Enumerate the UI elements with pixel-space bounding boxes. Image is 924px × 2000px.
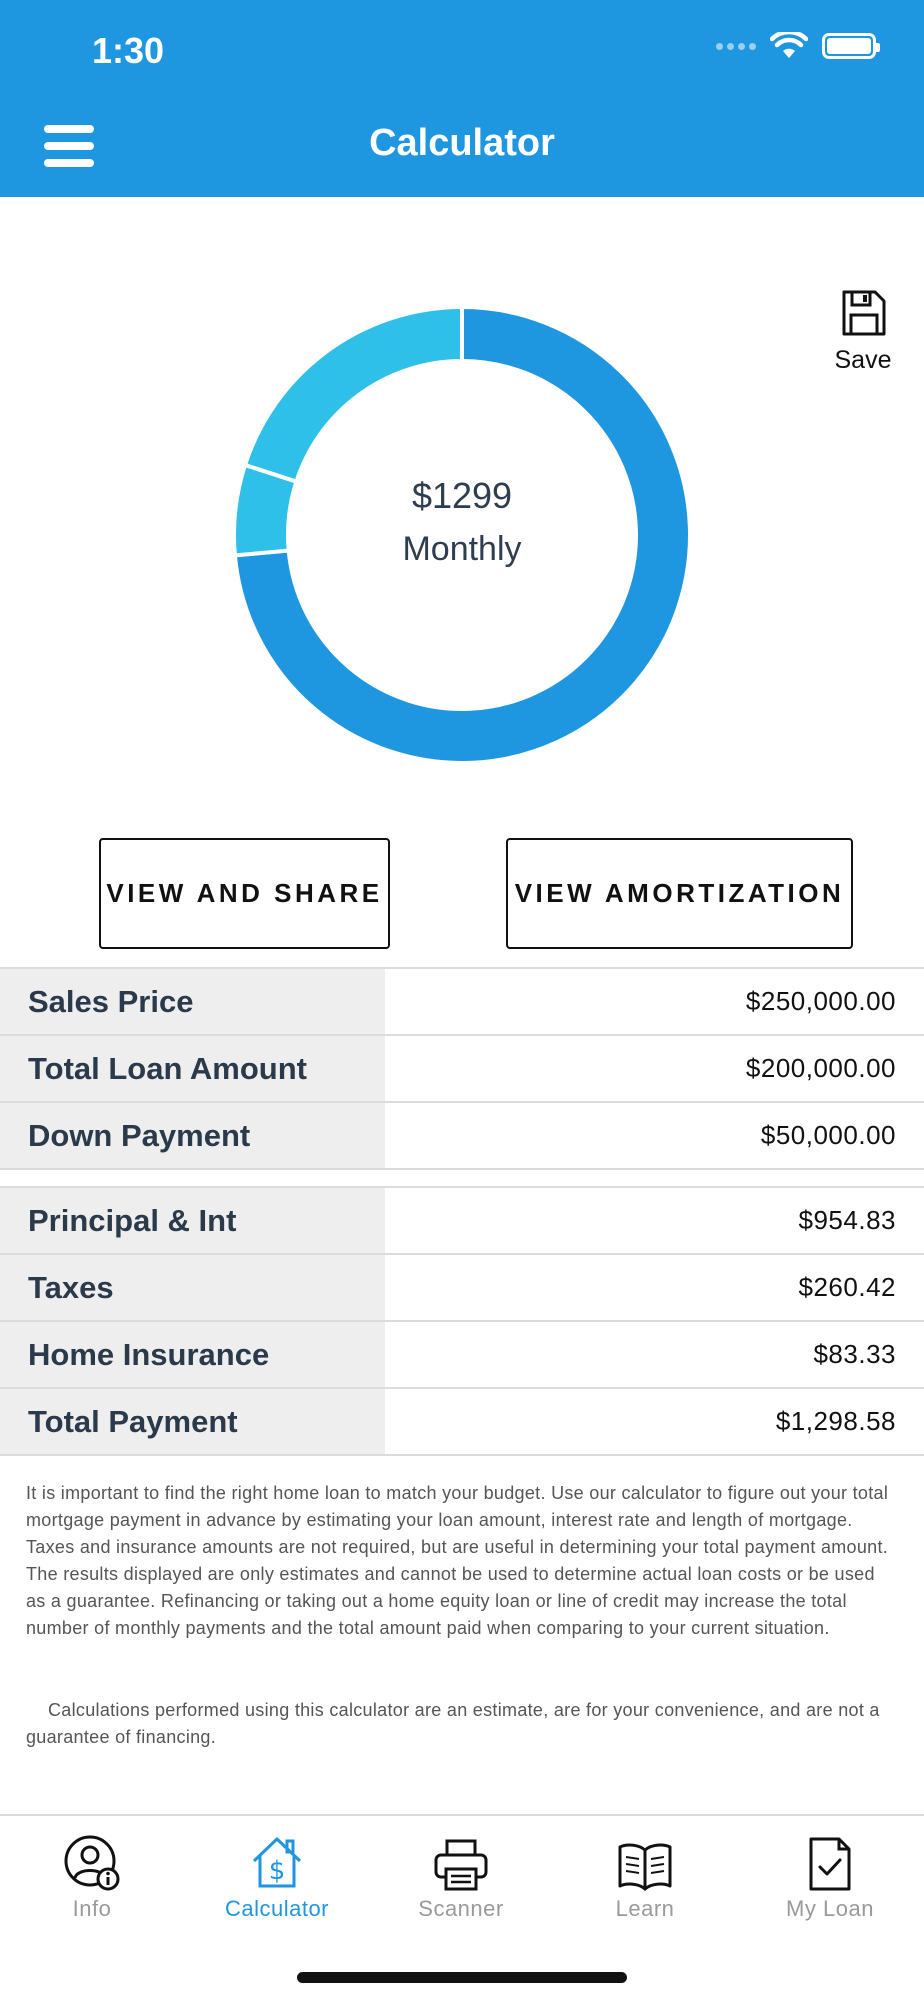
slice-label-mtg-ins: $83.00 Mtg Ins — [127, 473, 213, 536]
svg-text:$: $ — [269, 1856, 286, 1886]
row-value[interactable]: $83.33 — [813, 1339, 896, 1369]
row-value[interactable]: $1,298.58 — [775, 1406, 896, 1436]
home-indicator — [297, 1972, 627, 1983]
table-row: Taxes $260.42 — [0, 1255, 924, 1322]
save-label: Save — [834, 346, 892, 374]
slice-label-taxes: $260.00 Taxes — [232, 269, 327, 332]
donut-slice-p-i — [232, 304, 692, 765]
tab-learn[interactable]: Learn — [570, 1832, 720, 1922]
status-icons — [716, 32, 880, 60]
tab-label: My Loan — [786, 1896, 874, 1921]
row-label: Home Insurance — [0, 1322, 385, 1387]
row-value[interactable]: $954.83 — [798, 1205, 896, 1235]
payment-table: Principal & Int $954.83 Taxes $260.42 Ho… — [0, 1186, 924, 1456]
slice-label-hoa: $0.00 HOA — [428, 223, 495, 286]
disclaimer-text: It is important to find the right home l… — [26, 1483, 889, 1638]
slice-label-pi: $955.00 P&I — [650, 701, 744, 764]
row-value[interactable]: $250,000.00 — [745, 986, 896, 1016]
table-row: Down Payment $50,000.00 — [0, 1103, 924, 1170]
page-title: Calculator — [369, 122, 555, 164]
menu-button[interactable] — [44, 125, 94, 167]
signal-icon — [716, 42, 756, 50]
wifi-icon — [770, 32, 808, 58]
floppy-disk-icon — [842, 290, 886, 336]
document-check-icon — [809, 1837, 851, 1891]
table-row: Total Payment $1,298.58 — [0, 1389, 924, 1456]
tab-my-loan[interactable]: My Loan — [755, 1832, 905, 1922]
row-label: Principal & Int — [0, 1188, 385, 1253]
table-row: Sales Price $250,000.00 — [0, 969, 924, 1036]
tab-label: Calculator — [224, 1896, 330, 1921]
row-label: Total Payment — [0, 1389, 385, 1454]
status-time: 1:30 — [92, 30, 165, 71]
tab-label: Info — [72, 1896, 112, 1921]
save-button[interactable]: Save — [818, 289, 908, 375]
hamburger-icon — [44, 125, 94, 133]
app-header: 1:30 Calculator — [0, 0, 924, 197]
battery-icon — [822, 33, 880, 59]
table-row: Home Insurance $83.33 — [0, 1322, 924, 1389]
view-amortization-button[interactable]: VIEW AMORTIZATION — [506, 838, 853, 949]
tab-label: Scanner — [418, 1896, 504, 1921]
disclaimer-note: Calculations performed using this calcul… — [26, 1700, 880, 1747]
row-label: Down Payment — [0, 1103, 385, 1168]
row-label: Sales Price — [0, 969, 385, 1034]
tab-label: Learn — [615, 1896, 675, 1921]
chart-center-amount: $1299 — [411, 475, 513, 516]
row-value[interactable]: $50,000.00 — [760, 1120, 896, 1150]
donut-chart — [232, 304, 692, 765]
view-and-share-button[interactable]: VIEW AND SHARE — [99, 838, 390, 949]
row-label: Taxes — [0, 1255, 385, 1320]
donut-slice-taxes — [242, 304, 464, 485]
tab-info[interactable]: Info — [17, 1832, 167, 1922]
payment-chart: $1299 Monthly $0.00 HOA $260.00 Taxes $8… — [0, 197, 924, 807]
info-person-icon — [64, 1835, 120, 1891]
loan-table: Sales Price $250,000.00 Total Loan Amoun… — [0, 967, 924, 1170]
tab-scanner[interactable]: Scanner — [386, 1832, 536, 1922]
row-value[interactable]: $260.42 — [798, 1272, 896, 1302]
row-value[interactable]: $200,000.00 — [745, 1053, 896, 1083]
row-label: Total Loan Amount — [0, 1036, 385, 1101]
open-book-icon — [618, 1843, 672, 1891]
chart-center-label: Monthly — [402, 530, 522, 568]
tab-bar: Info $ Calculator Scanner — [0, 1814, 924, 2000]
table-row: Total Loan Amount $200,000.00 — [0, 1036, 924, 1103]
tab-calculator[interactable]: $ Calculator — [202, 1832, 352, 1922]
home-dollar-icon: $ — [252, 1837, 302, 1888]
printer-icon — [434, 1839, 488, 1891]
table-row: Principal & Int $954.83 — [0, 1188, 924, 1255]
